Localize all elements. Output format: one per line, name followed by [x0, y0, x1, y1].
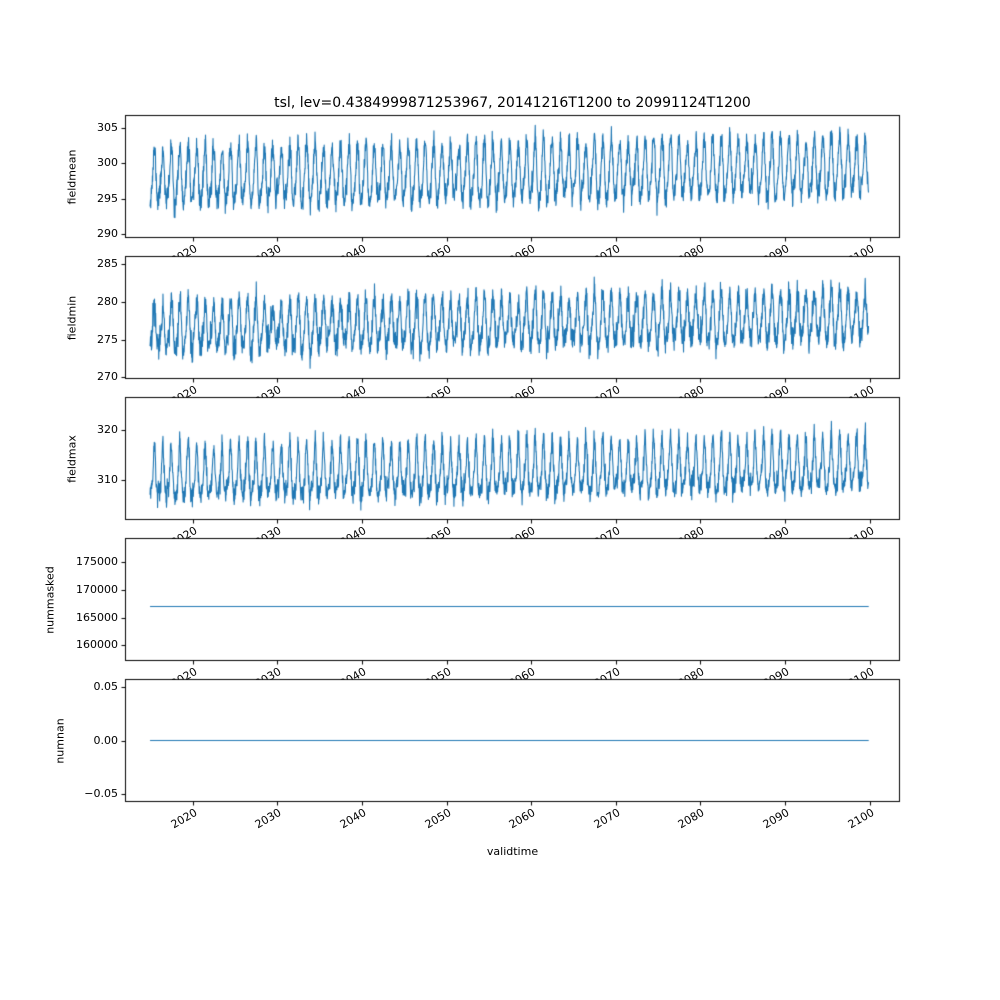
fieldmin-plot-canvas	[113, 244, 912, 391]
y-tick-label-fieldmean-0: 290	[97, 227, 118, 240]
numnan-plot-canvas	[113, 667, 912, 814]
y-tick-label-nummasked-1: 165000	[76, 611, 118, 624]
subplot-fieldmean: fieldmean2902953003052020203020402050206…	[66, 103, 912, 267]
subplot-fieldmax: fieldmax31032020202030204020502060207020…	[66, 385, 912, 549]
y-tick-label-fieldmax-0: 310	[97, 473, 118, 486]
fieldmax-plot-canvas	[113, 385, 912, 532]
subplot-numnan: numnan −0.05 0.00 0.05 2020 2030 2040 2050 2060 2…	[54, 667, 912, 831]
nummasked-plot-canvas	[113, 526, 912, 673]
nummasked-y-axis-label: nummasked	[43, 565, 57, 634]
y-tick-label-nummasked-0: 160000	[76, 638, 118, 651]
y-tick-label-numnan-2: 0.05	[93, 680, 119, 693]
y-tick-label-fieldmin-1: 275	[97, 333, 118, 346]
y-tick-label-fieldmin-0: 270	[97, 370, 118, 383]
y-tick-label-fieldmean-2: 300	[97, 156, 118, 169]
y-tick-label-fieldmax-1: 320	[97, 423, 118, 436]
subplot-fieldmin: fieldmin27027528028520202030204020502060…	[66, 244, 912, 408]
y-tick-label-fieldmean-1: 295	[97, 192, 118, 205]
y-tick-label-nummasked-2: 170000	[76, 583, 118, 596]
y-tick-label-fieldmin-3: 285	[97, 257, 118, 270]
y-tick-label-fieldmean-3: 305	[97, 121, 118, 134]
subplot-nummasked: nummasked1600001650001700001750002020203…	[44, 526, 912, 690]
y-tick-label-fieldmin-2: 280	[97, 295, 118, 308]
y-tick-label-numnan-1: 0.00	[93, 734, 119, 747]
y-tick-label-numnan-0: −0.05	[84, 787, 118, 800]
x-axis-label: validtime	[486, 845, 539, 858]
fieldmean-plot-canvas	[113, 103, 912, 250]
y-tick-label-nummasked-3: 175000	[76, 555, 118, 568]
